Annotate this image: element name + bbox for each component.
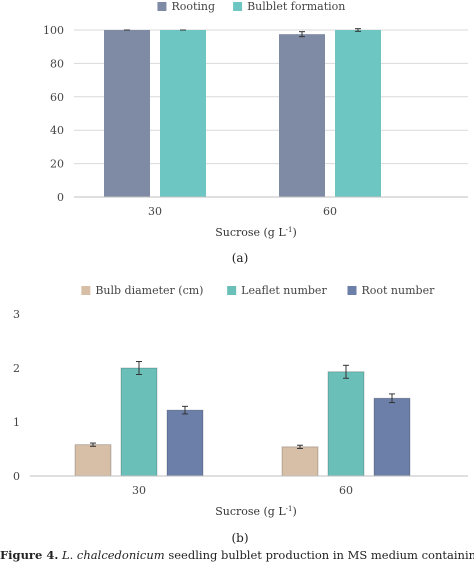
- x-tick-label: 60: [323, 205, 337, 218]
- bar-bulb-diameter-cm-30: [74, 444, 112, 477]
- legend-label: Rooting: [171, 0, 215, 13]
- y-tick-label: 3: [13, 308, 20, 321]
- x-axis-label-superscript: -1: [286, 226, 293, 234]
- x-axis-label: Sucrose (g L-1): [215, 226, 297, 239]
- caption-species: L. chalcedonicum: [61, 547, 165, 562]
- legend-label: Bulb diameter (cm): [95, 284, 203, 297]
- x-tick-label: 60: [339, 484, 353, 497]
- bar-root-number-30: [166, 409, 204, 477]
- x-axis-label-end: ): [292, 505, 296, 518]
- chart-panel-a: 0 20 40 60 80 100 30 60 Sucrose (g L-1) Rooting Bu…: [43, 0, 468, 265]
- bar-rooting-60: [279, 34, 325, 197]
- y-tick-label: 0: [57, 191, 64, 204]
- legend-label: Leaflet number: [241, 284, 327, 297]
- y-tick-label: 80: [50, 57, 64, 70]
- panel-label: (a): [232, 251, 249, 265]
- x-axis-label: Sucrose (g L-1): [215, 505, 297, 518]
- caption-text: seedling bulblet production in MS medium…: [168, 547, 474, 562]
- bar-bulblet-formation-30: [160, 30, 206, 197]
- legend-swatch: [157, 2, 167, 11]
- legend-swatch: [347, 286, 357, 295]
- bar-bulblet-formation-60: [335, 30, 381, 197]
- y-tick-label: 0: [13, 470, 20, 483]
- y-tick-label: 100: [43, 24, 64, 37]
- y-tick-label: 1: [13, 416, 20, 429]
- legend-swatch: [233, 2, 243, 11]
- chart-panel-b: 0 1 2 3 30 60 Sucrose (g L-1) Bulb diameter (cm…: [13, 284, 468, 545]
- y-tick-label: 40: [50, 124, 64, 137]
- x-tick-label: 30: [132, 484, 146, 497]
- y-tick-label: 2: [13, 362, 20, 375]
- x-axis-label-end: ): [292, 226, 296, 239]
- y-tick-label: 20: [50, 158, 64, 171]
- bar-rooting-30: [104, 30, 150, 197]
- bar-leaflet-number-60: [327, 371, 365, 477]
- bar-leaflet-number-30: [120, 367, 158, 477]
- panel-label: (b): [231, 531, 248, 545]
- x-axis-label-text: Sucrose (g L: [215, 226, 286, 239]
- x-tick-label: 30: [148, 205, 162, 218]
- y-tick-label: 60: [50, 91, 64, 104]
- caption-prefix: Figure 4.: [0, 547, 59, 562]
- legend-swatch: [81, 286, 91, 295]
- figure-caption: Figure 4. L. chalcedonicum seedling bulb…: [0, 546, 474, 562]
- bar-root-number-60: [373, 397, 411, 477]
- bar-bulb-diameter-cm-60: [281, 446, 319, 477]
- legend-label: Bulblet formation: [247, 0, 345, 13]
- x-axis-label-superscript: -1: [286, 505, 293, 513]
- x-axis-label-text: Sucrose (g L: [215, 505, 286, 518]
- legend-swatch: [227, 286, 237, 295]
- legend-label: Root number: [361, 284, 435, 297]
